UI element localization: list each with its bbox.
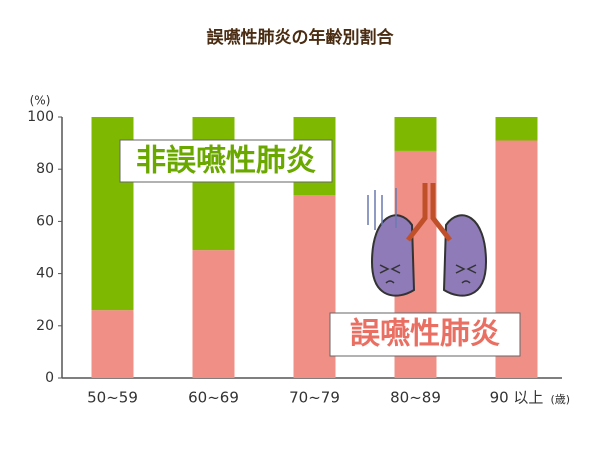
legend-label: 非誤嚥性肺炎 [136,144,316,179]
legend-box [329,312,521,357]
y-tick-label: 60 [36,213,54,229]
bar-segment [394,117,437,151]
bar-segment [91,310,134,378]
y-tick-label: 0 [45,370,54,386]
y-tick-label: 100 [27,109,54,125]
chart-title: 誤嚥性肺炎の年齢別割合 [207,27,395,48]
y-tick-label: 80 [36,161,54,177]
x-tick-label: 50~59 [87,389,138,407]
x-unit: (歳) [551,393,571,406]
x-tick-label: 80~89 [390,389,441,407]
legend-label: 誤嚥性肺炎 [350,317,500,352]
legend-box [119,139,333,183]
bar-segment [293,195,336,378]
y-unit: (%) [30,94,51,108]
x-tick-label: 70~79 [289,389,340,407]
y-tick-label: 20 [36,318,54,334]
y-tick-label: 40 [36,266,54,282]
bar-segment [495,117,538,141]
bar-segment [192,117,235,251]
x-tick-label: 90 以上 [490,389,544,407]
x-tick-label: 60~69 [188,389,239,407]
lungs-illustration [367,183,488,297]
bar-segment [192,250,235,378]
